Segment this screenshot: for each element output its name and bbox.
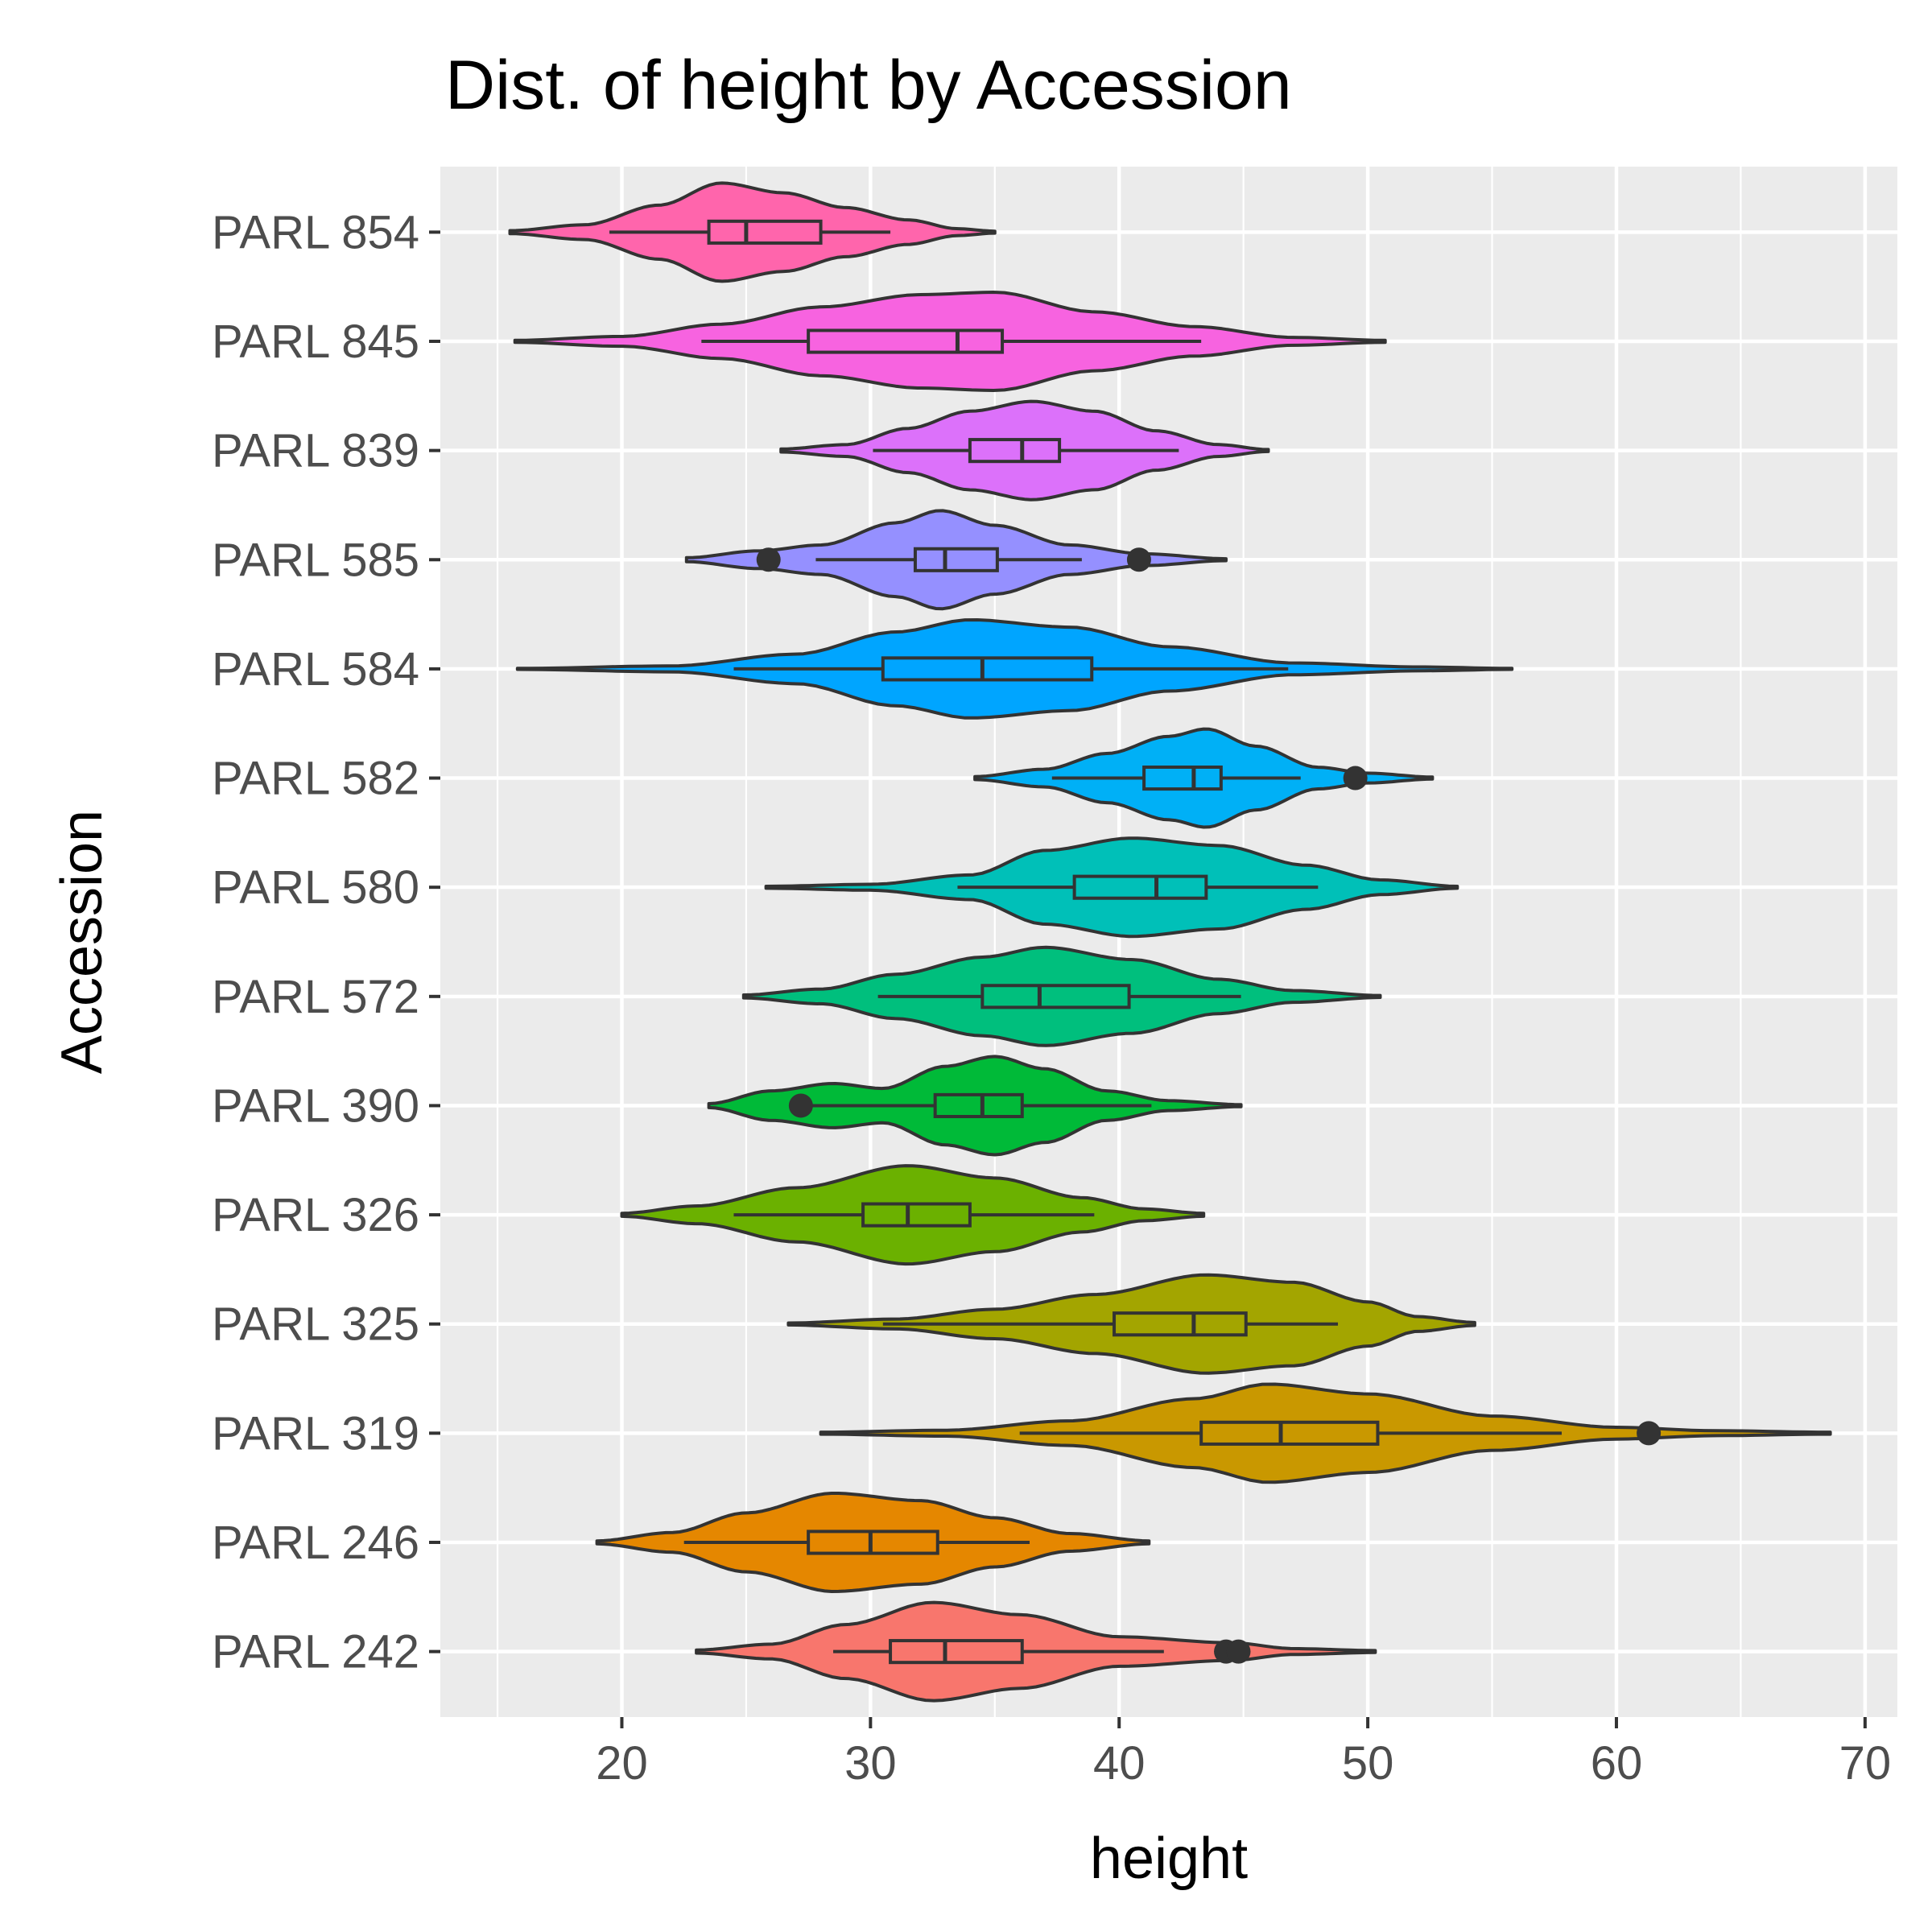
x-axis-title: height — [1090, 1827, 1248, 1891]
outlier-point — [1126, 547, 1151, 572]
violins — [508, 181, 1832, 1703]
iqr-box — [980, 984, 1131, 1009]
outlier-point — [756, 547, 781, 572]
iqr-box — [933, 1092, 1024, 1119]
outlier-point — [1226, 1639, 1251, 1664]
violin-parl-839 — [779, 399, 1270, 502]
y-axis: PARL 242 PARL 246 PARL 319 PARL 325 PARL 326… — [212, 206, 440, 1678]
y-tick-label: PARL 390 — [212, 1080, 419, 1132]
outlier-point — [1343, 766, 1368, 791]
violin-parl-242 — [695, 1600, 1377, 1703]
x-tick-label: 70 — [1839, 1737, 1892, 1790]
outlier-point — [788, 1093, 813, 1118]
violin-parl-326 — [620, 1164, 1206, 1266]
iqr-box — [707, 219, 823, 245]
y-tick-label: PARL 326 — [212, 1189, 419, 1241]
y-tick-label: PARL 585 — [212, 534, 419, 586]
iqr-box — [881, 656, 1094, 682]
plot-panel — [440, 167, 1897, 1717]
iqr-box — [913, 547, 999, 572]
y-tick-label: PARL 845 — [212, 316, 419, 368]
x-tick-label: 50 — [1342, 1737, 1394, 1790]
iqr-box — [889, 1639, 1024, 1665]
y-tick-label: PARL 242 — [212, 1626, 419, 1678]
violin-parl-584 — [515, 618, 1514, 720]
y-tick-label: PARL 839 — [212, 425, 419, 477]
x-axis: 20 30 40 50 60 70 — [596, 1717, 1891, 1790]
x-tick-label: 40 — [1093, 1737, 1146, 1790]
y-axis-title: Accession — [50, 810, 114, 1074]
violin-parl-582 — [973, 727, 1435, 829]
violin-parl-854 — [508, 181, 997, 283]
y-tick-label: PARL 246 — [212, 1517, 419, 1569]
violin-parl-325 — [786, 1273, 1476, 1375]
violin-parl-390 — [707, 1055, 1243, 1157]
violin-parl-319 — [819, 1382, 1832, 1484]
violin-parl-580 — [764, 836, 1459, 939]
y-tick-label: PARL 580 — [212, 861, 419, 914]
x-tick-label: 20 — [596, 1737, 648, 1790]
iqr-box — [807, 328, 1005, 354]
violin-parl-572 — [741, 945, 1382, 1047]
iqr-box — [807, 1530, 939, 1555]
x-tick-label: 60 — [1591, 1737, 1643, 1790]
chart-title: Dist. of height by Accession — [445, 47, 1292, 124]
y-tick-label: PARL 854 — [212, 206, 419, 258]
iqr-box — [1113, 1311, 1248, 1337]
iqr-box — [968, 438, 1062, 464]
iqr-box — [1199, 1420, 1380, 1446]
violin-parl-585 — [684, 509, 1228, 611]
violin-parl-246 — [595, 1492, 1151, 1593]
y-tick-label: PARL 584 — [212, 643, 419, 696]
y-tick-label: PARL 572 — [212, 971, 419, 1023]
iqr-box — [861, 1202, 972, 1228]
y-tick-label: PARL 325 — [212, 1298, 419, 1351]
y-tick-label: PARL 582 — [212, 753, 419, 805]
y-tick-label: PARL 319 — [212, 1407, 419, 1459]
x-tick-label: 30 — [844, 1737, 897, 1790]
iqr-box — [1072, 874, 1208, 900]
iqr-box — [1142, 765, 1223, 791]
violin-parl-845 — [513, 291, 1387, 392]
outlier-point — [1637, 1421, 1662, 1446]
